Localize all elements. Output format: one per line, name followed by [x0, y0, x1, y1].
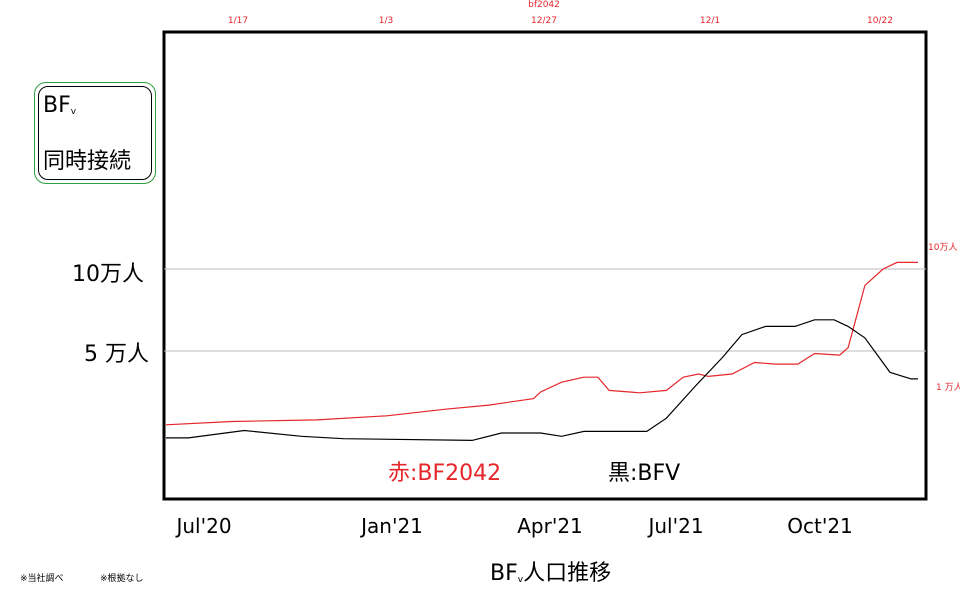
- right-label-upper: 10万人: [928, 243, 958, 253]
- right-label-lower: 1 万人: [936, 383, 960, 393]
- y-label-50k: 5 万人: [84, 342, 149, 367]
- series-line-bfv: [166, 319, 918, 442]
- top-date-2: 1/3: [378, 16, 394, 26]
- top-date-4: 12/1: [699, 16, 721, 26]
- plot-frame: [162, 30, 928, 501]
- y-label-100k: 10万人: [72, 262, 144, 287]
- x-tick-jul20: Jul'20: [176, 514, 232, 538]
- top-date-3: 12/27: [531, 16, 557, 26]
- x-title-main-a: BF: [490, 561, 518, 586]
- x-title-sub: v: [517, 575, 524, 585]
- x-title-main-b: 人口推移: [523, 561, 612, 586]
- footnote-right: ※根拠なし: [100, 574, 144, 584]
- legend-red: 赤:BF2042: [388, 461, 502, 486]
- x-tick-oct21: Oct'21: [787, 514, 853, 538]
- x-tick-jul21: Jul'21: [648, 514, 704, 538]
- title-main: BF: [43, 93, 71, 118]
- title-line1: BFv: [43, 93, 76, 118]
- title-line2: 同時接続: [43, 149, 132, 174]
- x-axis-title: BFv人口推移: [490, 555, 611, 587]
- title-sub: v: [70, 107, 77, 117]
- top-header: bf2042: [528, 0, 560, 10]
- title-box-inner: [38, 86, 152, 180]
- top-date-1: 1/17: [227, 16, 249, 26]
- footnote-left: ※当社調べ: [20, 574, 64, 584]
- x-tick-apr21: Apr'21: [517, 514, 583, 538]
- title-box: BFv 同時接続: [34, 82, 156, 184]
- top-date-5: 10/22: [867, 16, 893, 26]
- series-line-bf2042: [165, 261, 918, 426]
- x-tick-jan21: Jan'21: [361, 514, 423, 538]
- legend-black: 黒:BFV: [608, 461, 681, 486]
